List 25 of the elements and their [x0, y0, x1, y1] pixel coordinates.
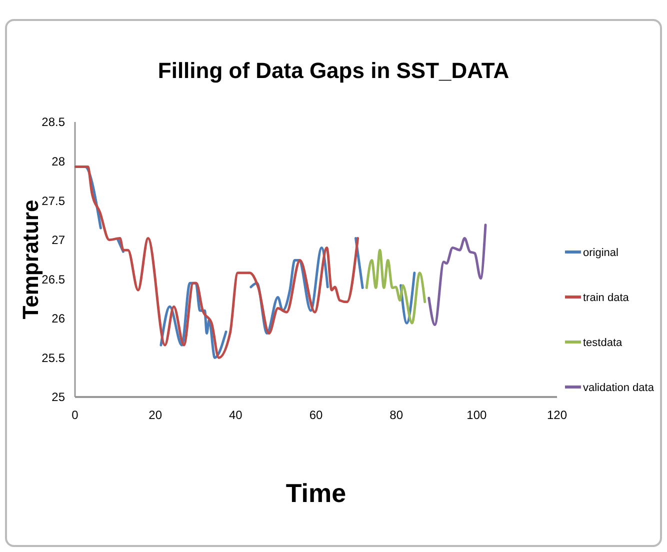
- x-tick-label: 100: [466, 408, 487, 422]
- x-tick-label: 40: [228, 408, 243, 422]
- y-tick-label: 26: [52, 312, 66, 326]
- y-tick-label: 25.5: [42, 350, 66, 365]
- y-tick-label: 25: [52, 390, 66, 404]
- x-tick-label: 80: [390, 408, 404, 422]
- y-tick-label: 28: [52, 154, 66, 168]
- y-tick-label: 27.5: [42, 194, 66, 208]
- y-tick-label: 28.5: [42, 115, 66, 130]
- x-tick-label: 20: [148, 408, 162, 422]
- x-tick-label: 0: [72, 408, 79, 422]
- line-series: [74, 166, 360, 359]
- chart-title: Filling of Data Gaps in SST_DATA: [158, 58, 510, 83]
- legend-label: validation data: [583, 382, 655, 394]
- y-tick-label: 27: [52, 233, 66, 248]
- x-tick-label: 60: [309, 408, 323, 422]
- x-axis-title: Time: [286, 478, 346, 508]
- line-series: [365, 248, 426, 324]
- line-series: [428, 224, 487, 326]
- y-tick-label: 26.5: [42, 272, 66, 286]
- legend-label: original: [583, 246, 618, 259]
- x-tick-label: 120: [546, 408, 568, 422]
- legend-label: testdata: [583, 336, 624, 349]
- y-axis-title: Temprature: [18, 200, 43, 320]
- legend-label: train data: [583, 292, 630, 304]
